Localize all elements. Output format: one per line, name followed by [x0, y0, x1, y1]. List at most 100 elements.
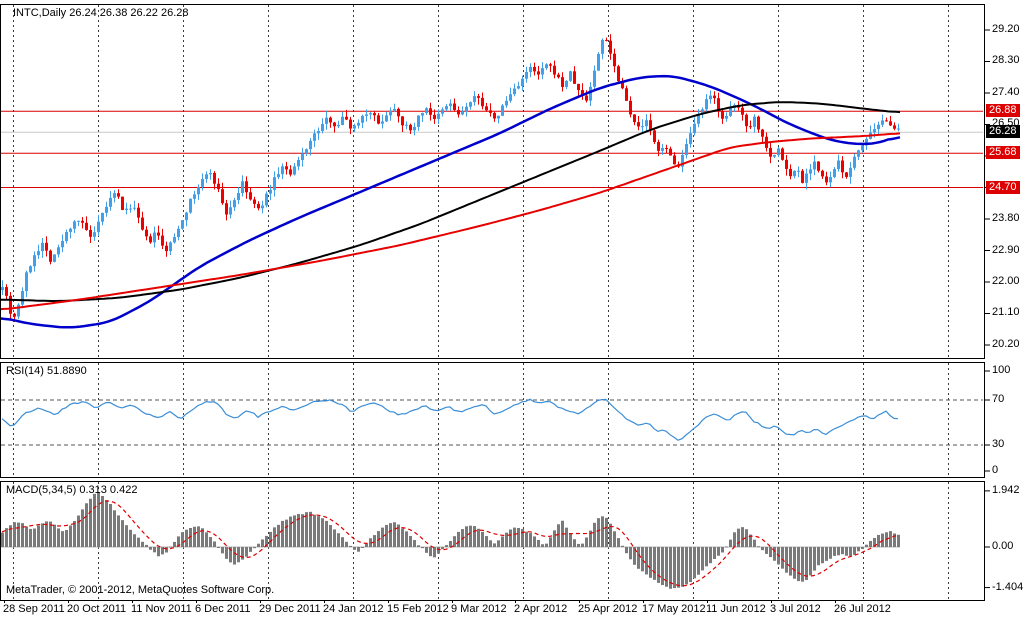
bull-candle [385, 115, 388, 122]
bear-candle [721, 111, 724, 119]
bull-candle [505, 100, 508, 106]
macd-histogram-bar [553, 530, 556, 547]
bull-candle [205, 174, 208, 179]
bear-candle [741, 107, 744, 115]
panel-border [0, 4, 985, 359]
macd-histogram-bar [605, 517, 608, 547]
bull-candle [849, 167, 852, 177]
macd-histogram-bar [633, 547, 636, 565]
bear-candle [665, 147, 668, 149]
main-price-panel[interactable] [0, 4, 984, 358]
macd-histogram-bar [33, 528, 36, 547]
bear-candle [673, 155, 676, 165]
bull-candle [185, 212, 188, 221]
bull-candle [437, 113, 440, 119]
date-label: 11 Jun 2012 [706, 603, 766, 615]
bull-candle [69, 228, 72, 232]
bear-candle [477, 96, 480, 98]
bear-candle [213, 172, 216, 184]
bear-candle [657, 142, 660, 151]
macd-histogram-bar [509, 529, 512, 547]
date-label: 9 Mar 2012 [451, 603, 507, 615]
bear-candle [149, 236, 152, 243]
time-axis[interactable] [0, 600, 984, 617]
macd-histogram-bar [405, 531, 408, 547]
bull-candle [193, 194, 196, 199]
panel-border [0, 481, 985, 601]
bull-candle [645, 120, 648, 127]
macd-histogram-bar [241, 547, 244, 560]
bull-candle [833, 169, 836, 177]
bear-candle [841, 160, 844, 173]
macd-histogram-bar [577, 543, 580, 547]
bear-candle [885, 120, 888, 122]
macd-histogram-bar [329, 524, 332, 547]
macd-histogram-bar [601, 516, 604, 547]
bull-candle [881, 120, 884, 125]
bull-candle [705, 99, 708, 110]
macd-histogram-bar [541, 544, 544, 547]
macd-histogram-bar [209, 537, 212, 547]
macd-histogram-bar [177, 536, 180, 547]
bull-candle [261, 205, 264, 209]
macd-histogram-bar [161, 547, 164, 555]
macd-histogram-bar [653, 547, 656, 580]
bull-candle [529, 66, 532, 72]
date-label: 2 Apr 2012 [514, 603, 568, 615]
bear-candle [409, 124, 412, 131]
macd-histogram-bar [29, 528, 32, 547]
bear-candle [329, 117, 332, 123]
bear-candle [789, 168, 792, 177]
price-axis[interactable] [984, 0, 1034, 600]
bear-candle [769, 147, 772, 157]
bull-candle [293, 166, 296, 175]
macd-histogram-bar [753, 539, 756, 547]
bull-candle [189, 198, 192, 213]
bear-candle [141, 217, 144, 230]
bear-candle [633, 114, 636, 123]
bear-candle [5, 287, 8, 296]
bear-candle [761, 129, 764, 137]
macd-histogram-bar [393, 522, 396, 547]
macd-histogram-bar [729, 539, 732, 547]
macd-histogram-bar [789, 547, 792, 576]
date-label: 29 Dec 2011 [259, 603, 321, 615]
macd-histogram-bar [649, 547, 652, 578]
macd-histogram-bar [697, 547, 700, 575]
macd-histogram-bar [293, 515, 296, 547]
macd-histogram-bar [389, 523, 392, 547]
rsi-tick-label: 30 [992, 438, 1005, 450]
macd-histogram-bar [413, 540, 416, 547]
macd-histogram-bar [201, 528, 204, 547]
bull-candle [897, 128, 900, 130]
macd-histogram-bar [565, 527, 568, 547]
bull-candle [101, 212, 104, 222]
bear-candle [333, 122, 336, 127]
bull-candle [517, 86, 520, 89]
bull-candle [449, 103, 452, 107]
macd-histogram-bar [709, 547, 712, 564]
rsi-panel[interactable] [0, 362, 984, 477]
macd-histogram-bar [537, 539, 540, 547]
bear-candle [429, 108, 432, 115]
bull-candle [241, 181, 244, 194]
bear-candle [537, 71, 540, 75]
macd-histogram-bar [497, 540, 500, 547]
bear-candle [757, 116, 760, 130]
macd-histogram-bar [685, 547, 688, 585]
bear-candle [749, 126, 752, 128]
macd-histogram-bar [465, 526, 468, 547]
bull-candle [417, 115, 420, 127]
macd-panel[interactable] [0, 481, 984, 600]
bull-candle [109, 197, 112, 207]
bear-candle [161, 235, 164, 246]
macd-histogram-bar [401, 528, 404, 547]
bull-candle [1, 287, 4, 291]
bull-candle [689, 133, 692, 144]
macd-histogram-bar [321, 518, 324, 547]
bull-candle [861, 145, 864, 151]
bear-candle [621, 81, 624, 89]
bull-candle [593, 70, 596, 87]
macd-histogram-bar [805, 547, 808, 581]
